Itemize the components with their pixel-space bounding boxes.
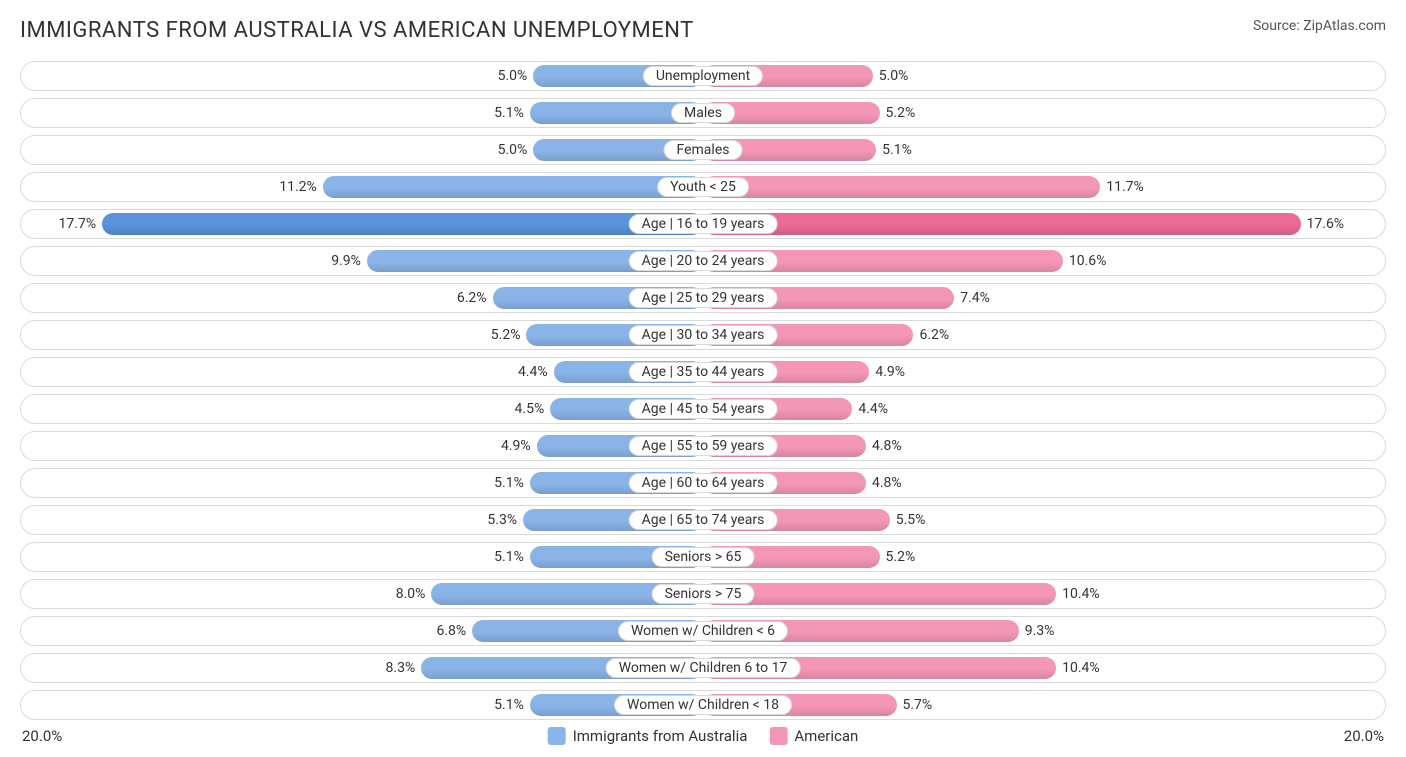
category-label: Seniors > 65 (652, 547, 755, 567)
category-label: Women w/ Children 6 to 17 (606, 658, 801, 678)
value-label-right: 5.1% (876, 139, 918, 161)
bar-right: 11.7% (703, 176, 1100, 198)
value-label-left: 5.3% (481, 509, 523, 531)
value-label-left: 11.2% (273, 176, 323, 198)
category-label: Males (671, 103, 735, 123)
category-label: Age | 45 to 54 years (629, 399, 778, 419)
value-label-left: 17.7% (53, 213, 103, 235)
chart-row: 5.0% 5.1% Females (20, 135, 1386, 165)
value-label-right: 10.4% (1056, 657, 1106, 679)
category-label: Age | 16 to 19 years (629, 214, 778, 234)
value-label-right: 6.2% (913, 324, 955, 346)
value-label-right: 17.6% (1301, 213, 1351, 235)
chart-row: 6.2% 7.4% Age | 25 to 29 years (20, 283, 1386, 313)
value-label-left: 5.1% (488, 694, 530, 716)
value-label-left: 5.1% (488, 102, 530, 124)
chart-row: 6.8% 9.3% Women w/ Children < 6 (20, 616, 1386, 646)
value-label-right: 11.7% (1100, 176, 1150, 198)
value-label-left: 5.1% (488, 546, 530, 568)
category-label: Youth < 25 (657, 177, 749, 197)
category-label: Females (664, 140, 743, 160)
axis-max-right: 20.0% (1344, 727, 1384, 745)
value-label-right: 7.4% (954, 287, 996, 309)
chart-row: 5.0% 5.0% Unemployment (20, 61, 1386, 91)
value-label-right: 5.7% (897, 694, 939, 716)
category-label: Age | 55 to 59 years (629, 436, 778, 456)
value-label-left: 6.8% (430, 620, 472, 642)
category-label: Age | 25 to 29 years (629, 288, 778, 308)
value-label-right: 4.8% (866, 472, 908, 494)
bar-left: 11.2% (323, 176, 703, 198)
chart-row: 8.0%10.4%Seniors > 75 (20, 579, 1386, 609)
value-label-left: 5.0% (492, 65, 534, 87)
value-label-left: 4.5% (509, 398, 551, 420)
value-label-left: 4.9% (495, 435, 537, 457)
value-label-right: 4.9% (869, 361, 911, 383)
value-label-left: 8.3% (380, 657, 422, 679)
category-label: Unemployment (643, 66, 763, 86)
value-label-left: 4.4% (512, 361, 554, 383)
category-label: Women w/ Children < 18 (614, 695, 792, 715)
category-label: Age | 30 to 34 years (629, 325, 778, 345)
legend-item-right: American (769, 727, 858, 745)
category-label: Age | 60 to 64 years (629, 473, 778, 493)
bar-right: 10.4% (703, 583, 1056, 605)
value-label-left: 5.1% (488, 472, 530, 494)
value-label-right: 5.2% (880, 546, 922, 568)
chart-row: 4.4% 4.9% Age | 35 to 44 years (20, 357, 1386, 387)
value-label-right: 5.5% (890, 509, 932, 531)
category-label: Seniors > 75 (652, 584, 755, 604)
category-label: Age | 65 to 74 years (629, 510, 778, 530)
bar-left: 17.7% (102, 213, 703, 235)
chart-row: 5.1% 5.2% Males (20, 98, 1386, 128)
value-label-right: 5.2% (880, 102, 922, 124)
legend-label: American (794, 727, 858, 745)
value-label-left: 5.0% (492, 139, 534, 161)
chart-row: 5.3% 5.5% Age | 65 to 74 years (20, 505, 1386, 535)
category-label: Age | 35 to 44 years (629, 362, 778, 382)
chart-row: 11.2%11.7%Youth < 25 (20, 172, 1386, 202)
value-label-right: 9.3% (1019, 620, 1061, 642)
chart-source: Source: ZipAtlas.com (1253, 18, 1386, 34)
value-label-left: 5.2% (485, 324, 527, 346)
chart-row: 5.1% 5.7% Women w/ Children < 18 (20, 690, 1386, 720)
legend-swatch-icon (769, 727, 787, 745)
chart-title: IMMIGRANTS FROM AUSTRALIA VS AMERICAN UN… (20, 18, 694, 43)
value-label-left: 6.2% (451, 287, 493, 309)
chart-row: 4.5% 4.4% Age | 45 to 54 years (20, 394, 1386, 424)
chart-row: 9.9% 10.6% Age | 20 to 24 years (20, 246, 1386, 276)
bar-right: 17.6% (703, 213, 1301, 235)
diverging-bar-chart: 5.0% 5.0% Unemployment 5.1% 5.2% Males 5.0% 5.1… (20, 61, 1386, 720)
chart-legend: Immigrants from Australia American (548, 727, 859, 745)
category-label: Women w/ Children < 6 (618, 621, 788, 641)
value-label-left: 9.9% (325, 250, 367, 272)
chart-row: 5.1% 4.8% Age | 60 to 64 years (20, 468, 1386, 498)
chart-row: 5.2% 6.2% Age | 30 to 34 years (20, 320, 1386, 350)
chart-row: 17.7%17.6%Age | 16 to 19 years (20, 209, 1386, 239)
axis-max-left: 20.0% (22, 727, 62, 745)
value-label-right: 10.4% (1056, 583, 1106, 605)
value-label-right: 5.0% (873, 65, 915, 87)
chart-row: 5.1% 5.2% Seniors > 65 (20, 542, 1386, 572)
value-label-right: 4.4% (852, 398, 894, 420)
legend-item-left: Immigrants from Australia (548, 727, 748, 745)
value-label-left: 8.0% (390, 583, 432, 605)
value-label-right: 10.6% (1063, 250, 1113, 272)
value-label-right: 4.8% (866, 435, 908, 457)
chart-footer: 20.0% Immigrants from Australia American… (20, 727, 1386, 755)
chart-row: 8.3% 10.4% Women w/ Children 6 to 17 (20, 653, 1386, 683)
legend-swatch-icon (548, 727, 566, 745)
chart-header: IMMIGRANTS FROM AUSTRALIA VS AMERICAN UN… (20, 18, 1386, 43)
category-label: Age | 20 to 24 years (629, 251, 778, 271)
legend-label: Immigrants from Australia (573, 727, 748, 745)
chart-row: 4.9% 4.8% Age | 55 to 59 years (20, 431, 1386, 461)
